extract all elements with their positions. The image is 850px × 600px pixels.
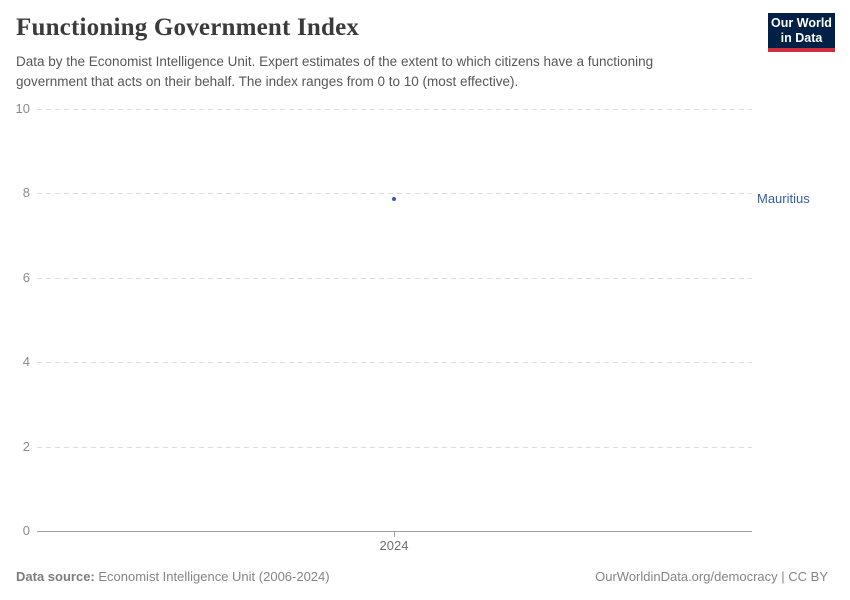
y-gridline <box>37 446 752 448</box>
data-source-text: Economist Intelligence Unit (2006-2024) <box>94 569 330 584</box>
owid-logo-line2: in Data <box>780 30 823 45</box>
x-axis-tick-label: 2024 <box>379 538 409 553</box>
chart-title: Functioning Government Index <box>16 14 360 41</box>
y-axis-tick-label: 0 <box>22 523 30 538</box>
y-axis-tick-label: 8 <box>22 185 30 201</box>
y-gridline <box>37 277 752 279</box>
data-source-note: Data source: Economist Intelligence Unit… <box>16 569 330 584</box>
x-axis-tick <box>394 531 395 537</box>
y-axis-tick-label: 2 <box>22 438 30 454</box>
y-axis-tick-label: 6 <box>22 269 30 285</box>
y-gridline <box>37 193 752 195</box>
owid-logo: Our World in Data <box>768 13 835 52</box>
y-axis-tick-label: 4 <box>22 354 30 370</box>
entity-label-mauritius[interactable]: Mauritius <box>757 191 810 207</box>
y-axis-tick-label: 10 <box>15 101 30 116</box>
data-point-mauritius[interactable] <box>392 197 396 202</box>
y-gridline <box>37 362 752 364</box>
y-gridline <box>37 109 752 110</box>
data-source-label: Data source: <box>16 569 95 584</box>
owid-logo-line1: Our World <box>771 15 832 30</box>
chart-subtitle: Data by the Economist Intelligence Unit.… <box>16 54 654 89</box>
credit-link[interactable]: OurWorldinData.org/democracy | CC BY <box>595 569 828 584</box>
